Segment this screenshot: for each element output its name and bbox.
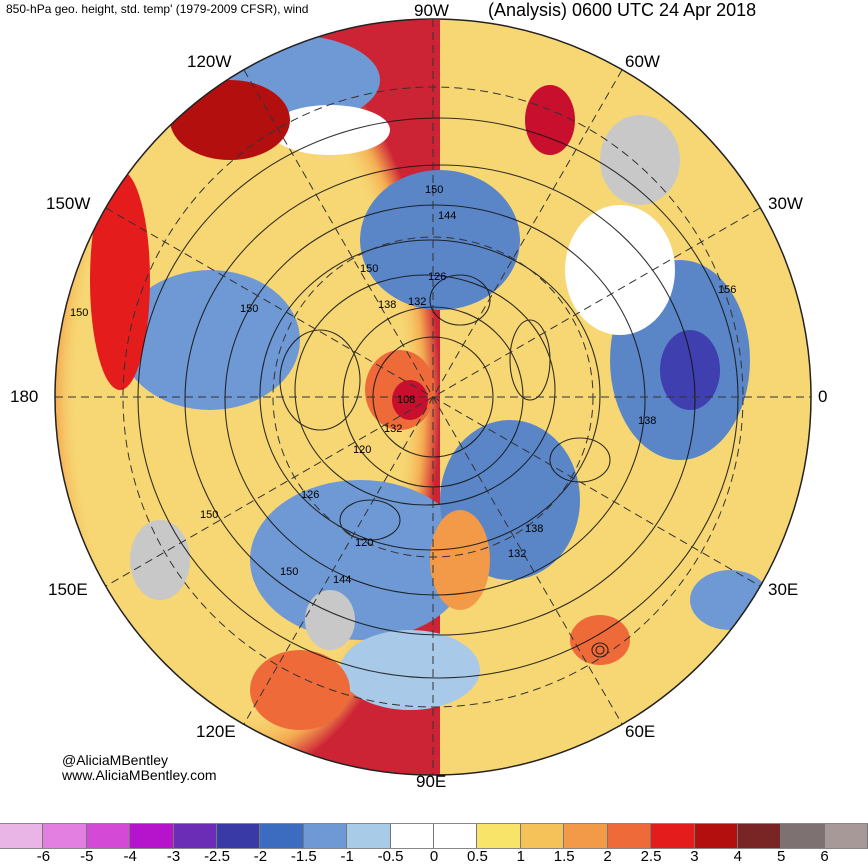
colorbar-segment xyxy=(0,824,44,848)
colorbar-segment xyxy=(390,824,435,848)
colorbar-segment xyxy=(564,824,608,848)
colorbar-tick-label: 6 xyxy=(820,848,829,865)
analysis-time: (Analysis) 0600 UTC 24 Apr 2018 xyxy=(488,0,757,20)
colorbar xyxy=(0,823,868,849)
colorbar-segment xyxy=(694,824,738,848)
contour-label: 126 xyxy=(428,271,446,283)
contour-label: 138 xyxy=(378,299,396,311)
colorbar-segment xyxy=(303,824,348,848)
lon-label-120w: 120W xyxy=(187,52,232,71)
colorbar-tick-label: -2 xyxy=(253,848,268,865)
colorbar-segment xyxy=(347,824,391,848)
colorbar-segment xyxy=(520,824,565,848)
colorbar-segment xyxy=(607,824,652,848)
lon-label-180: 180 xyxy=(10,387,39,406)
colorbar-segment xyxy=(43,824,87,848)
colorbar-tick-label: -1 xyxy=(340,848,354,865)
colorbar-segment xyxy=(130,824,174,848)
colorbar-tick-label: -1.5 xyxy=(290,848,317,865)
colorbar-tick-label: 0 xyxy=(429,848,439,865)
lon-label-60e: 60E xyxy=(625,722,656,741)
credit-handle: @AliciaMBentley xyxy=(62,752,169,768)
contour-label: 150 xyxy=(360,263,378,275)
lon-label-150e: 150E xyxy=(48,580,88,599)
contour-label: 120 xyxy=(353,444,371,456)
contour-label: 138 xyxy=(638,415,656,427)
colorbar-tick-label: 2.5 xyxy=(640,848,662,865)
contour-label: 144 xyxy=(333,574,351,586)
contour-label: 108 xyxy=(397,394,415,406)
contour-label: 150 xyxy=(280,566,298,578)
graticule xyxy=(55,19,811,775)
colorbar-tick-label: 2 xyxy=(603,848,612,865)
colorbar-segment xyxy=(781,824,825,848)
colorbar-segment xyxy=(651,824,695,848)
contour-label: 132 xyxy=(384,423,402,435)
colorbar-tick-label: -4 xyxy=(123,848,137,865)
anomaly-field xyxy=(55,19,811,775)
colorbar-tick-label: -2.5 xyxy=(204,848,230,865)
contour-label: 150 xyxy=(240,303,258,315)
contour-label: 150 xyxy=(70,307,88,319)
colorbar-segment xyxy=(824,824,868,848)
contour-label: 144 xyxy=(438,210,456,222)
contour-label: 138 xyxy=(525,523,543,535)
lon-label-30w: 30W xyxy=(768,194,803,213)
lon-label-30e: 30E xyxy=(768,580,799,599)
lon-label-0: 0 xyxy=(818,387,828,406)
contour-label: 126 xyxy=(301,489,319,501)
polar-map: 150 144 126 132 138 150 150 150 108 132 … xyxy=(54,18,812,776)
credit-website: www.AliciaMBentley.com xyxy=(62,767,217,783)
contour-label: 120 xyxy=(355,537,373,549)
colorbar-segment xyxy=(434,824,478,848)
contour-label: 156 xyxy=(718,284,736,296)
lon-label-60w: 60W xyxy=(625,52,660,71)
colorbar-tick-label: -3 xyxy=(166,848,181,865)
lon-label-150w: 150W xyxy=(46,194,91,213)
colorbar-tick-label: 5 xyxy=(777,848,786,865)
colorbar-tick-label: -5 xyxy=(80,848,94,865)
map-title: 850-hPa geo. height, std. temp' (1979-20… xyxy=(6,2,309,16)
lon-label-120e: 120E xyxy=(196,722,236,741)
colorbar-segment xyxy=(260,824,304,848)
contour-label: 150 xyxy=(425,184,443,196)
colorbar-tick-label: 4 xyxy=(733,848,742,865)
lon-label-90e: 90E xyxy=(416,772,447,791)
colorbar-tick-label: -6 xyxy=(36,848,51,865)
colorbar-tick-label: 3 xyxy=(690,848,699,865)
colorbar-tick-label: -0.5 xyxy=(377,848,404,865)
colorbar-segment xyxy=(86,824,131,848)
contour-label: 150 xyxy=(200,509,218,521)
map-border xyxy=(54,18,812,776)
colorbar-segment xyxy=(173,824,218,848)
lon-label-90w: 90W xyxy=(414,1,449,20)
colorbar-segment xyxy=(737,824,782,848)
colorbar-tick-label: 1.5 xyxy=(553,848,575,865)
colorbar-tick-label: 1 xyxy=(516,848,525,865)
contour-label: 132 xyxy=(508,548,526,560)
colorbar-tick-label: 0.5 xyxy=(466,848,488,865)
contour-label: 132 xyxy=(408,296,426,308)
colorbar-segment xyxy=(477,824,521,848)
colorbar-segment xyxy=(217,824,261,848)
